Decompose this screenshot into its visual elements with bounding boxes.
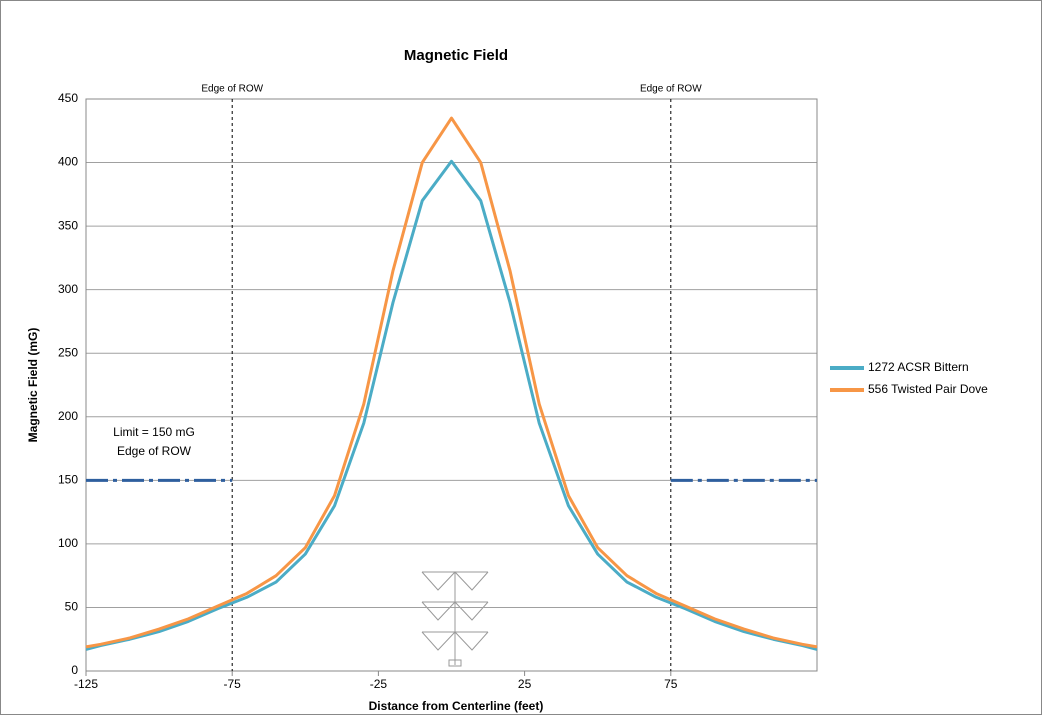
x-tick-label: 25 [518,677,532,691]
edge-label: Edge of ROW [640,84,702,95]
x-tick-label: -75 [224,677,242,691]
plot-border [85,98,818,672]
x-tick-label: -25 [370,677,388,691]
y-tick-label: 150 [58,473,78,487]
x-tick-label: 75 [664,677,678,691]
y-tick-label: 100 [58,536,78,550]
annotation: Edge of ROW [117,444,192,458]
y-tick-label: 50 [65,600,79,614]
series-line [85,159,818,651]
y-tick-label: 200 [58,409,78,423]
legend-label: 556 Twisted Pair Dove [868,382,988,396]
legend-label: 1272 ACSR Bittern [868,360,969,374]
y-tick-label: 250 [58,345,78,359]
y-tick-label: 350 [58,218,78,232]
y-tick-label: 300 [58,282,78,296]
y-tick-label: 400 [58,155,78,169]
x-tick-label: -125 [74,677,98,691]
y-tick-label: 0 [71,663,78,677]
chart-title: Magnetic Field [404,47,508,64]
y-tick-label: 450 [58,91,78,105]
annotation: Limit = 150 mG [113,425,195,439]
y-axis-title: Magnetic Field (mG) [26,328,40,443]
tower-icon [421,571,489,667]
series-line [85,116,818,649]
x-axis-title: Distance from Centerline (feet) [369,699,544,713]
edge-label: Edge of ROW [201,84,263,95]
